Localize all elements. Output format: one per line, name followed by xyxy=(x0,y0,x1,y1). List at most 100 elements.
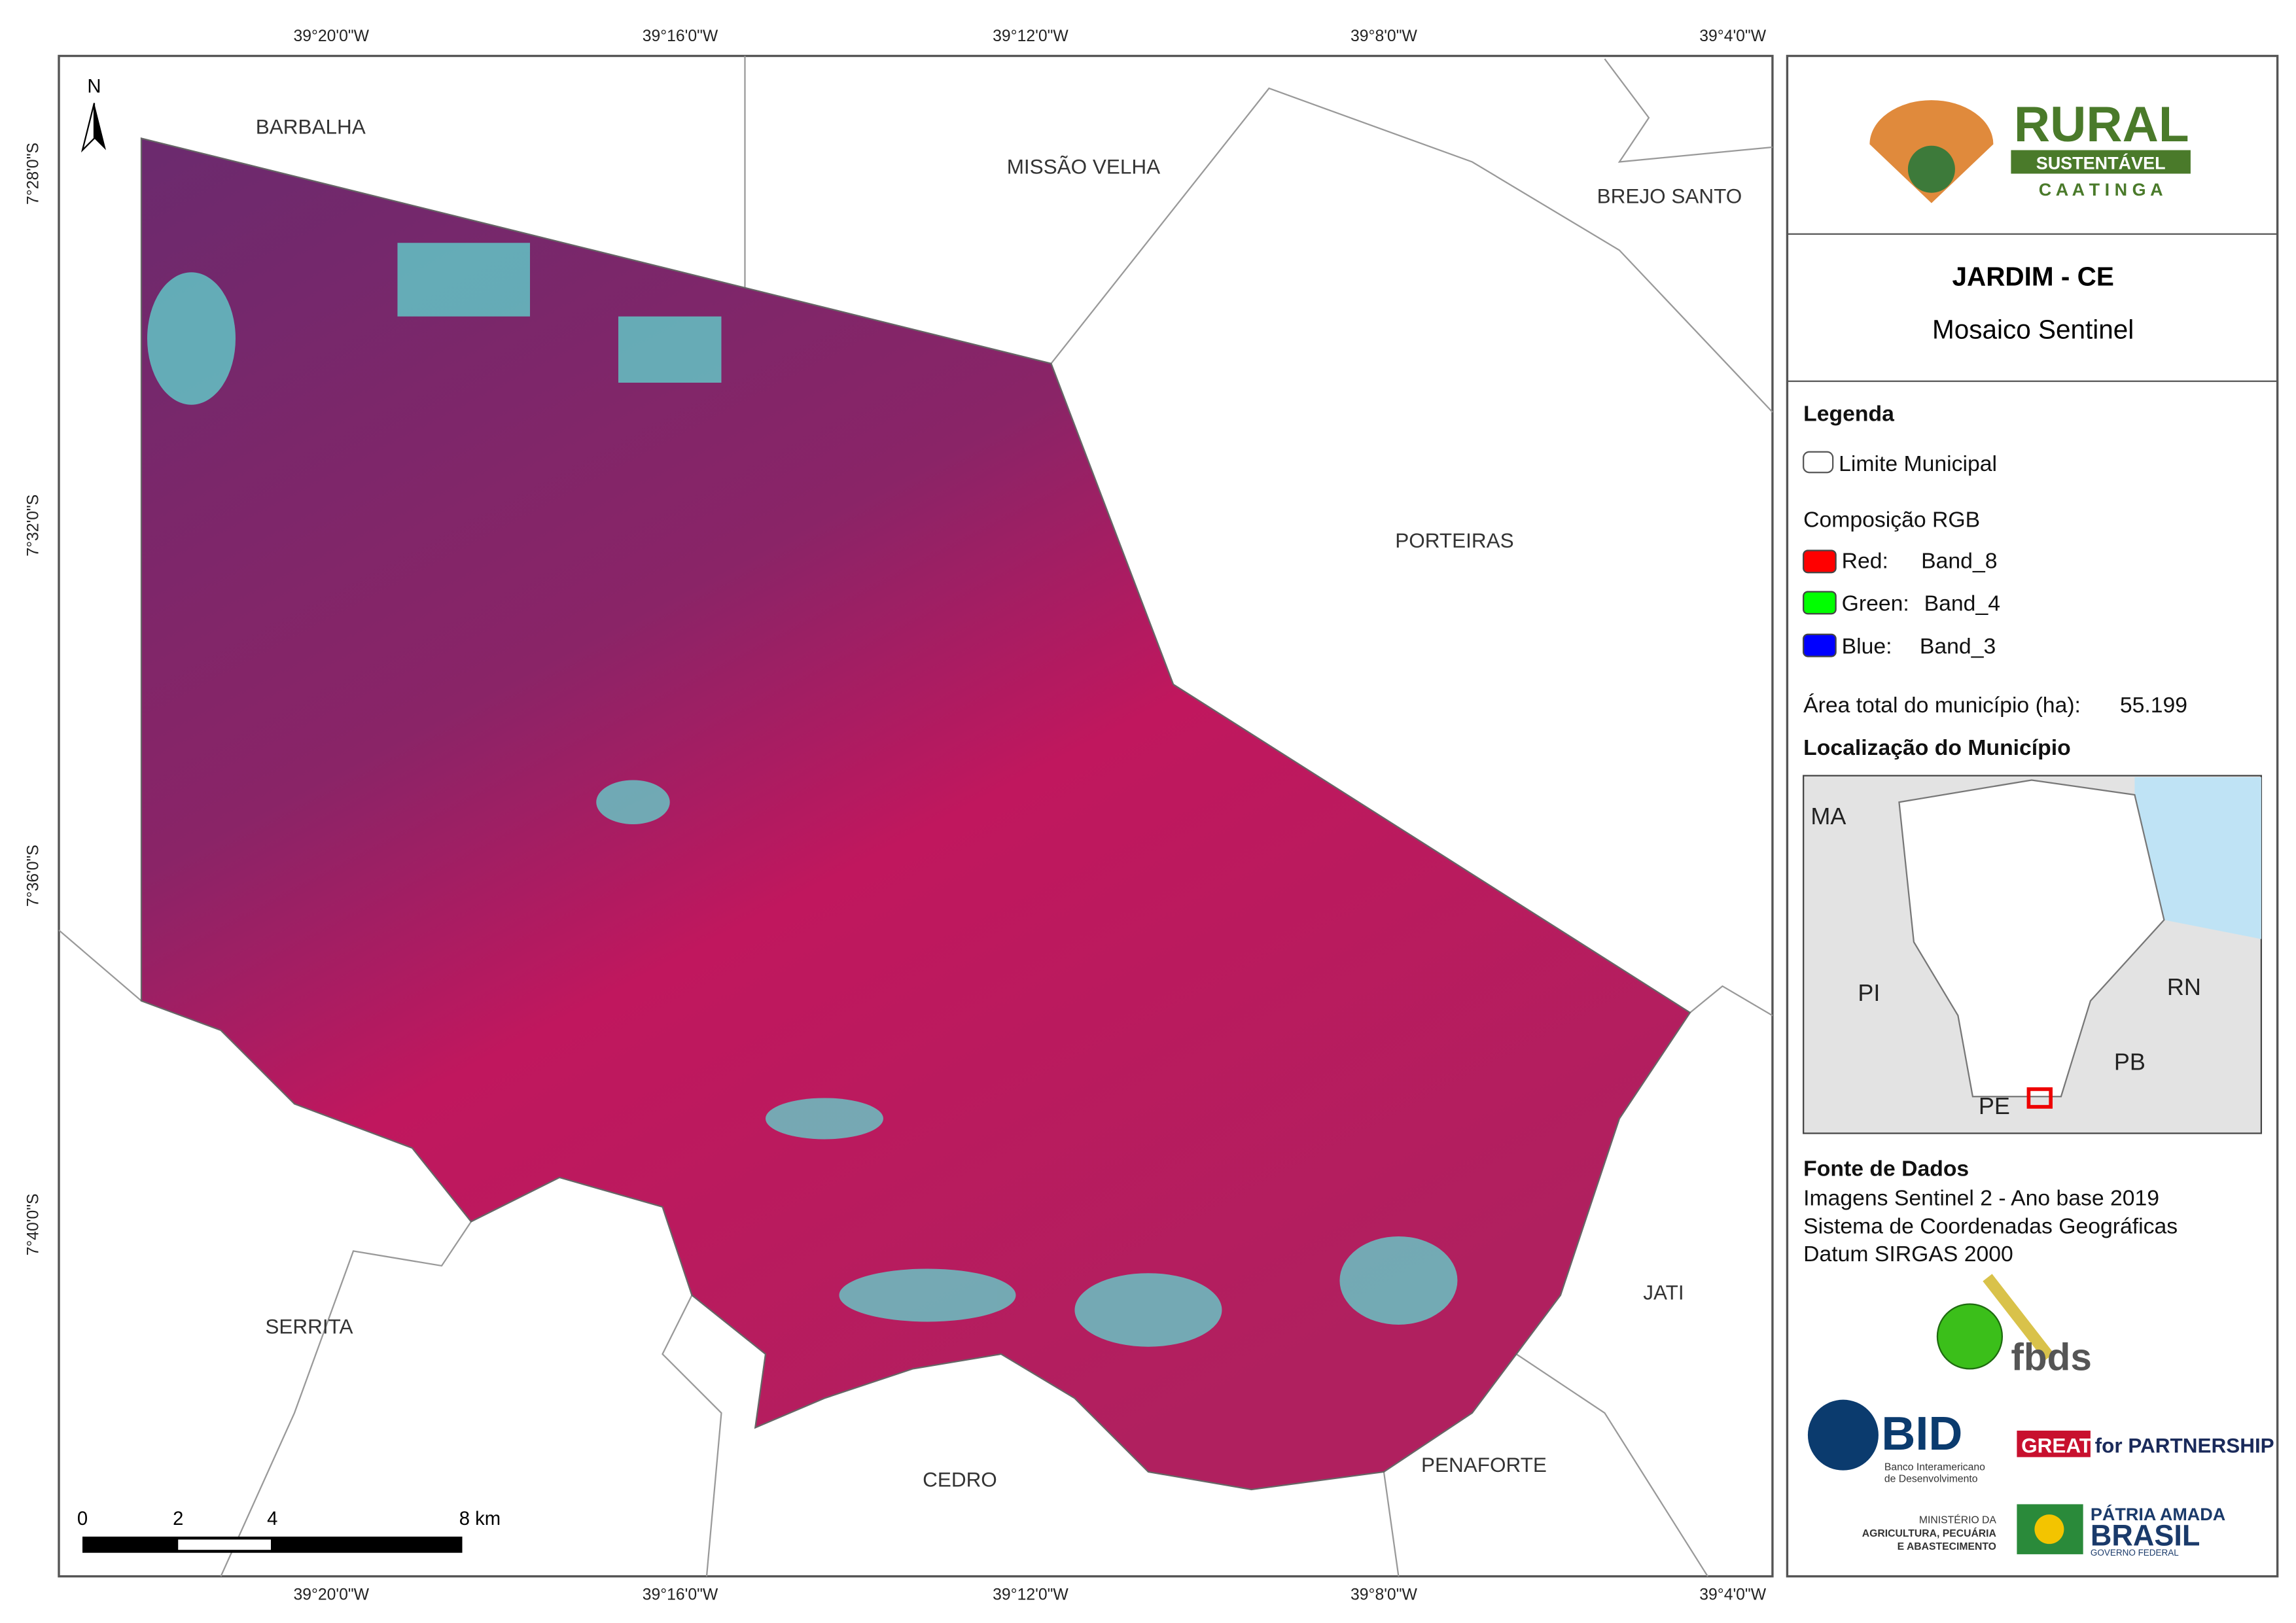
scale-segment xyxy=(82,1536,463,1553)
inset-label: MA xyxy=(1810,803,1846,829)
inset-label: PE xyxy=(1979,1092,2010,1119)
ellipse xyxy=(596,780,670,824)
inset-locator xyxy=(2026,1087,2053,1109)
band-name: Band_3 xyxy=(1920,634,1996,659)
coord: 7°28'0"S xyxy=(25,143,43,205)
coord: 7°32'0"S xyxy=(25,495,43,557)
band-channel: Blue: xyxy=(1842,634,1892,659)
ellipse xyxy=(839,1268,1016,1322)
source-line: Imagens Sentinel 2 - Ano base 2019 xyxy=(1803,1186,2159,1211)
ministry-text: E ABASTECIMENTO xyxy=(1898,1541,1996,1552)
inset-ceara xyxy=(1898,779,2165,1098)
legend-swatch xyxy=(1803,550,1837,574)
legend-heading: Legenda xyxy=(1803,401,1894,426)
path xyxy=(1689,985,1773,1017)
logo-text: C A A T I N G A xyxy=(2039,180,2163,200)
scale-bar: 0 2 4 8 km xyxy=(77,1509,501,1553)
scale-label: 0 xyxy=(77,1509,88,1529)
legend-swatch xyxy=(1803,451,1834,474)
great-text: GREAT xyxy=(2021,1434,2092,1457)
muni: JATI xyxy=(1643,1281,1684,1304)
coord: 7°40'0"S xyxy=(25,1193,43,1255)
bid-name: de Desenvolvimento xyxy=(1884,1474,1978,1485)
logo-band xyxy=(2011,150,2191,174)
inset-label: PI xyxy=(1858,979,1880,1006)
subtitle: Mosaico Sentinel xyxy=(1932,314,2134,344)
ellipse xyxy=(147,272,236,405)
top-coords: 39°20'0"W 39°16'0"W 39°12'0"W 39°8'0"W 39°4'… xyxy=(25,27,1767,1604)
coord: 39°4'0"W xyxy=(1699,27,1766,45)
bid-name: Banco Interamericano xyxy=(1884,1462,1985,1473)
inset-label: RN xyxy=(2167,973,2201,1000)
path xyxy=(220,1221,472,1577)
boundaries xyxy=(58,56,1773,1577)
scale-segment xyxy=(178,1539,271,1550)
ministry-text: AGRICULTURA, PECUÁRIA xyxy=(1862,1527,1996,1539)
path xyxy=(1050,87,1773,413)
muni: PORTEIRAS xyxy=(1395,529,1513,552)
fbds-logo xyxy=(1936,1303,2004,1370)
coord: 39°12'0"W xyxy=(993,1586,1069,1604)
source-line: Datum SIRGAS 2000 xyxy=(1803,1242,2013,1266)
ministry-text: MINISTÉRIO DA xyxy=(1919,1514,1997,1526)
fbds-text: fbds xyxy=(2011,1336,2091,1379)
north-label: N xyxy=(87,77,101,97)
muni: PENAFORTE xyxy=(1421,1453,1547,1476)
rect xyxy=(618,316,722,383)
area-value: 55.199 xyxy=(2120,693,2187,718)
jardim-mosaic xyxy=(140,137,1691,1491)
bid-logo xyxy=(1807,1399,1879,1471)
coord: 39°4'0"W xyxy=(1699,1586,1766,1604)
scale-label: 2 xyxy=(173,1509,183,1529)
legend-swatch xyxy=(1803,633,1837,657)
location-heading: Localização do Município xyxy=(1803,735,2071,760)
brasil-text: BRASIL xyxy=(2091,1518,2200,1552)
source-line: Sistema de Coordenadas Geográficas xyxy=(1803,1213,2178,1238)
logo-text: SUSTENTÁVEL xyxy=(2036,153,2166,173)
path xyxy=(58,930,142,1002)
band-name: Band_8 xyxy=(1921,548,1997,573)
legend-subheading: Composição RGB xyxy=(1803,507,1980,532)
inset-ocean xyxy=(2134,777,2261,939)
sources-heading: Fonte de Dados xyxy=(1803,1157,1969,1181)
brasil-text: PÁTRIA AMADA xyxy=(2091,1504,2225,1524)
muni: MISSÃO VELHA xyxy=(1007,154,1160,178)
coord: 7°36'0"S xyxy=(25,845,43,907)
muni: BREJO SANTO xyxy=(1597,184,1742,207)
fbds-logo xyxy=(1983,1274,2055,1361)
ellipse xyxy=(1339,1236,1458,1325)
great-box xyxy=(2017,1430,2091,1457)
coord: 39°20'0"W xyxy=(293,27,369,45)
great-text: for PARTNERSHIP xyxy=(2095,1434,2274,1457)
coord: 39°20'0"W xyxy=(293,1586,369,1604)
coord: 39°16'0"W xyxy=(643,27,718,45)
path xyxy=(1604,58,1773,163)
ellipse xyxy=(765,1098,883,1140)
muni: CEDRO xyxy=(923,1467,997,1491)
logo-tree xyxy=(1907,145,1955,193)
coord: 39°8'0"W xyxy=(1351,27,1417,45)
inset-label: PB xyxy=(2114,1049,2146,1075)
muni: SERRITA xyxy=(265,1314,353,1338)
legend-item: Limite Municipal xyxy=(1839,451,1997,476)
muni: BARBALHA xyxy=(256,115,366,139)
band-name: Band_4 xyxy=(1924,591,2000,616)
logo-text: RURAL xyxy=(2014,97,2189,152)
area-label: Área total do município (ha): xyxy=(1803,693,2081,718)
scale-label: 8 km xyxy=(459,1509,501,1529)
band-channel: Green: xyxy=(1842,591,1909,616)
scale-label: 4 xyxy=(267,1509,277,1529)
coord: 39°16'0"W xyxy=(643,1586,718,1604)
bid-text: BID xyxy=(1881,1408,1962,1460)
path xyxy=(662,1295,722,1577)
ellipse xyxy=(1074,1273,1222,1347)
coord: 39°12'0"W xyxy=(993,27,1069,45)
brasil-text: GOVERNO FEDERAL xyxy=(2091,1548,2179,1558)
legend-swatch xyxy=(1803,591,1837,615)
path xyxy=(1383,1471,1400,1577)
municipality-labels: BARBALHA MISSÃO VELHA BREJO SANTO PORTEIRAS… xyxy=(256,115,1742,1492)
title: JARDIM - CE xyxy=(1952,261,2113,291)
vegetation-patches xyxy=(147,243,1458,1347)
